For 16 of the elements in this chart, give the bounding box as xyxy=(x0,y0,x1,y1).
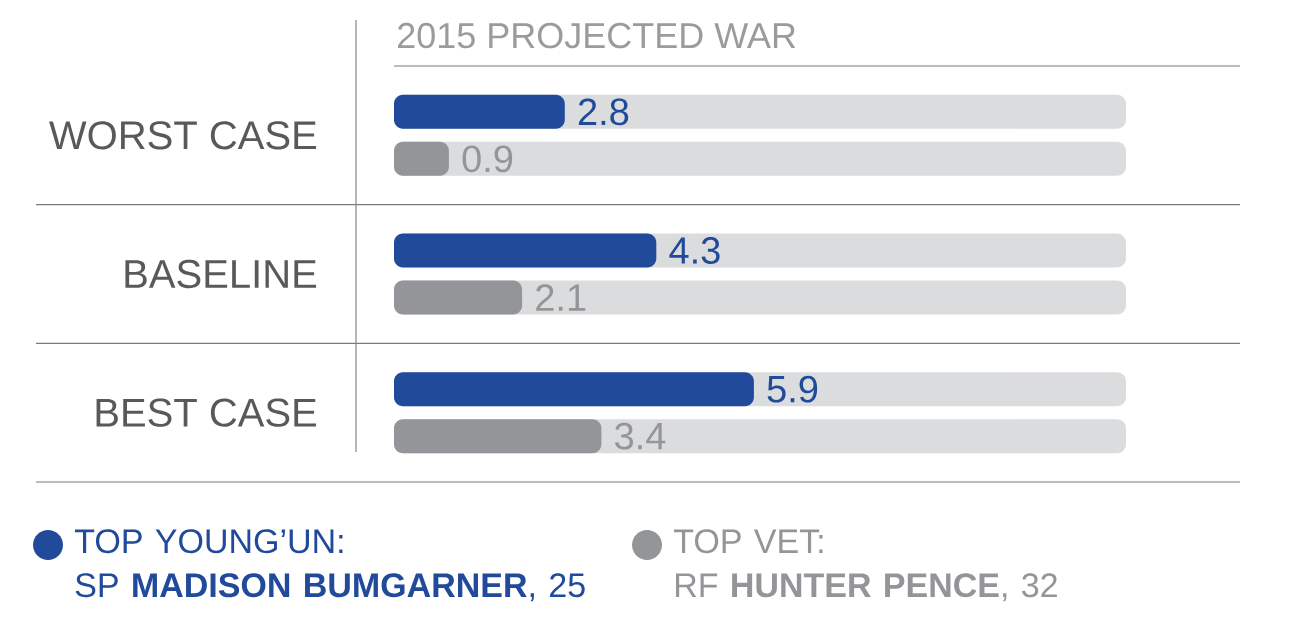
legend-label: TOP YOUNG’UN: SP MADISON BUMGARNER, 25 xyxy=(74,529,585,602)
data-label: 0.9 xyxy=(462,145,513,173)
legend-label: TOP VET: RF HUNTER PENCE, 32 xyxy=(673,529,1057,602)
chart-title: 2015 PROJECTED WAR xyxy=(398,22,796,49)
y-tick-label: BASELINE xyxy=(125,259,317,289)
bar xyxy=(394,280,523,315)
data-label: 2.8 xyxy=(578,98,629,126)
bar xyxy=(394,141,449,176)
data-label: 2.1 xyxy=(536,284,586,311)
bar xyxy=(394,94,565,129)
data-label: 5.9 xyxy=(767,375,818,403)
bar xyxy=(394,419,602,454)
data-label: 3.4 xyxy=(615,422,666,450)
y-tick-label: BEST CASE xyxy=(96,398,317,427)
y-tick-label: WORST CASE xyxy=(49,121,317,150)
data-label: 4.3 xyxy=(669,237,720,264)
